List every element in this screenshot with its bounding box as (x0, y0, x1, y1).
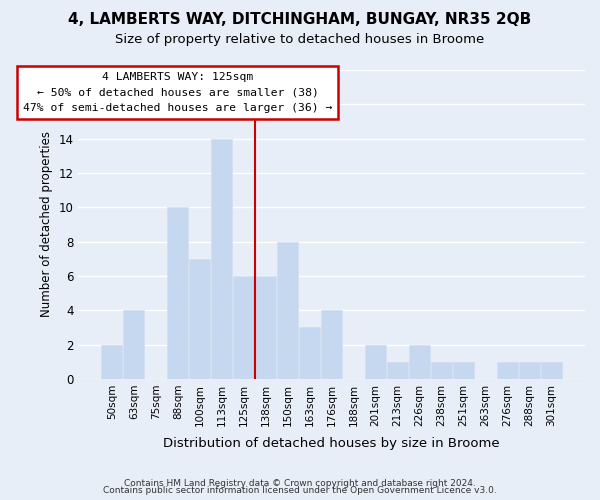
Bar (233, 276, 254, 379)
Bar (190, 259, 210, 379)
Text: Contains HM Land Registry data © Crown copyright and database right 2024.: Contains HM Land Registry data © Crown c… (124, 478, 476, 488)
Text: 4, LAMBERTS WAY, DITCHINGHAM, BUNGAY, NR35 2QB: 4, LAMBERTS WAY, DITCHINGHAM, BUNGAY, NR… (68, 12, 532, 28)
Bar (299, 328, 320, 379)
Bar (519, 362, 540, 379)
Bar (365, 344, 386, 379)
X-axis label: Distribution of detached houses by size in Broome: Distribution of detached houses by size … (163, 437, 500, 450)
Bar (541, 362, 562, 379)
Bar (321, 310, 342, 379)
Y-axis label: Number of detached properties: Number of detached properties (40, 132, 53, 318)
Bar (277, 242, 298, 379)
Bar (124, 310, 145, 379)
Bar (409, 344, 430, 379)
Bar (387, 362, 408, 379)
Bar (497, 362, 518, 379)
Bar (101, 344, 122, 379)
Bar (167, 208, 188, 379)
Text: Contains public sector information licensed under the Open Government Licence v3: Contains public sector information licen… (103, 486, 497, 495)
Bar (211, 138, 232, 379)
Bar (453, 362, 474, 379)
Text: 4 LAMBERTS WAY: 125sqm
← 50% of detached houses are smaller (38)
47% of semi-det: 4 LAMBERTS WAY: 125sqm ← 50% of detached… (23, 72, 332, 113)
Bar (256, 276, 276, 379)
Bar (431, 362, 452, 379)
Text: Size of property relative to detached houses in Broome: Size of property relative to detached ho… (115, 32, 485, 46)
